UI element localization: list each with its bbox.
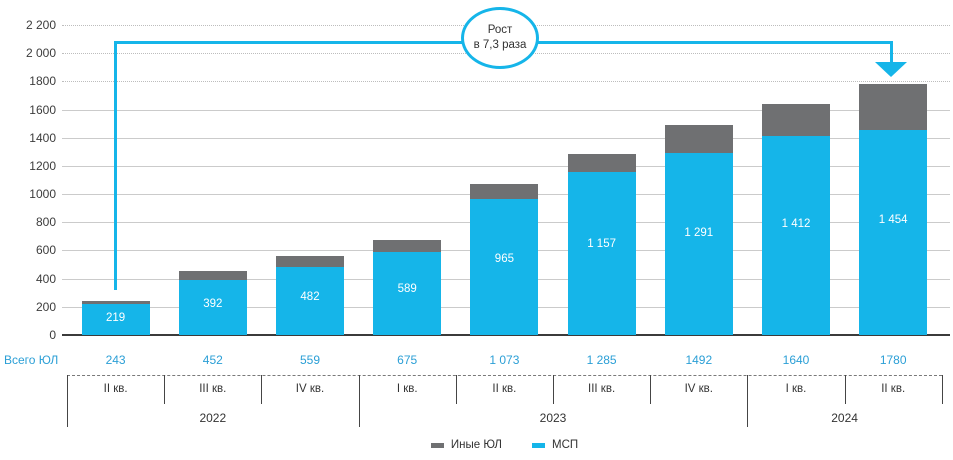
bar-segment-inye-yul	[276, 256, 344, 268]
y-tick-label-1200: 1200	[29, 158, 56, 173]
legend-swatch-icon	[430, 442, 444, 448]
total-value-label: 1780	[879, 353, 907, 367]
total-value-label: 1 285	[586, 353, 617, 367]
bar-value-label: 392	[203, 298, 223, 311]
legend-swatch-icon	[531, 442, 545, 448]
y-tick-label-1400: 1400	[29, 130, 56, 145]
bar-value-label: 965	[494, 252, 514, 265]
bar-segment-msp	[567, 171, 636, 335]
x-axis-baseline	[62, 334, 950, 336]
y-tick-label-2200: 2 200	[25, 18, 56, 32]
bar-segment-inye-yul	[470, 183, 539, 199]
total-value-label: 452	[202, 353, 223, 367]
total-value-label: 1492	[685, 353, 713, 367]
bar-segment-inye-yul	[178, 271, 247, 280]
annotation-text-line2: в 7,3 раза	[473, 39, 527, 51]
quarter-label: IV кв.	[684, 383, 713, 395]
gridline-1200	[62, 165, 950, 167]
total-value-label: 1640	[782, 353, 810, 367]
axis-separator	[747, 375, 749, 427]
totals-row-caption: Всего ЮЛ	[4, 353, 59, 367]
annotation-arrow-down-icon	[875, 62, 907, 77]
y-tick-label-600: 600	[35, 243, 56, 258]
bar-segment-inye-yul	[859, 84, 928, 131]
bar-segment-inye-yul	[373, 239, 442, 252]
x-axis-top-border	[67, 375, 942, 376]
year-label-2024: 2024	[831, 411, 858, 425]
bar-segment-inye-yul	[664, 124, 733, 154]
quarter-label: II кв.	[103, 383, 128, 395]
bar-value-label: 589	[397, 282, 417, 295]
y-tick-label-0: 0	[49, 328, 56, 342]
bar-segment-inye-yul	[762, 103, 830, 137]
bar-value-label: 1 291	[684, 227, 714, 240]
axis-separator	[261, 375, 263, 404]
quarter-label: I кв.	[785, 383, 807, 395]
axis-separator	[358, 375, 360, 427]
bar-segment-msp	[762, 136, 830, 335]
legend-item: МСП	[531, 439, 579, 451]
y-tick-label-1800: 1800	[29, 74, 56, 89]
annotation-bubble: Рост в 7,3 раза	[461, 7, 539, 69]
bar-segment-inye-yul	[81, 300, 150, 305]
bar-segment-msp	[664, 153, 733, 335]
annotation-text-line1: Рост	[487, 24, 513, 37]
bar-value-label: 219	[106, 311, 126, 324]
legend-item-label: МСП	[551, 439, 579, 451]
bar-value-label: 1 412	[781, 217, 811, 230]
quarter-label: II кв.	[492, 383, 517, 395]
axis-separator	[164, 375, 166, 404]
legend-item-label: Иные ЮЛ	[450, 439, 502, 451]
axis-separator	[650, 375, 652, 404]
bar-value-label: 1 157	[587, 237, 616, 250]
legend-item: Иные ЮЛ	[430, 439, 502, 451]
year-label-2023: 2023	[539, 411, 567, 425]
bar-segment-msp	[470, 199, 539, 335]
y-tick-label-2000: 2 000	[25, 46, 56, 61]
annotation-vertical-line-right	[890, 42, 893, 63]
bar-segment-msp	[276, 267, 344, 335]
year-label-2022: 2022	[199, 411, 227, 425]
quarter-label: III кв.	[199, 383, 227, 395]
gridline-1600	[62, 109, 950, 111]
y-tick-label-1600: 1600	[29, 102, 56, 117]
bar-segment-inye-yul	[567, 153, 636, 172]
total-value-label: 675	[397, 353, 418, 367]
quarter-label: I кв.	[396, 383, 418, 395]
axis-separator	[941, 375, 943, 404]
quarter-label: II кв.	[881, 383, 906, 395]
annotation-vertical-line-left	[114, 42, 117, 290]
axis-separator	[553, 375, 554, 404]
total-value-label: 559	[299, 353, 321, 367]
total-value-label: 1 073	[489, 353, 520, 367]
axis-separator	[67, 375, 68, 427]
y-tick-label-1000: 1000	[29, 187, 56, 202]
bar-segment-msp	[859, 130, 928, 335]
quarter-label: IV кв.	[295, 383, 325, 395]
quarter-label: III кв.	[588, 383, 616, 395]
bar-segment-msp	[373, 252, 442, 335]
bar-segment-msp	[178, 279, 247, 335]
bar-segment-msp	[81, 304, 150, 335]
bar-value-label: 482	[300, 290, 320, 303]
axis-separator	[455, 375, 457, 404]
y-tick-label-400: 400	[35, 271, 56, 286]
chart-legend: Иные ЮЛ МСП	[67, 439, 942, 451]
y-tick-label-200: 200	[35, 299, 56, 314]
gridline-1800	[62, 81, 950, 83]
gridline-1400	[62, 137, 950, 139]
y-tick-label-800: 800	[35, 215, 56, 230]
axis-separator	[844, 375, 846, 404]
bar-value-label: 1 454	[878, 214, 908, 227]
total-value-label: 243	[105, 353, 126, 367]
